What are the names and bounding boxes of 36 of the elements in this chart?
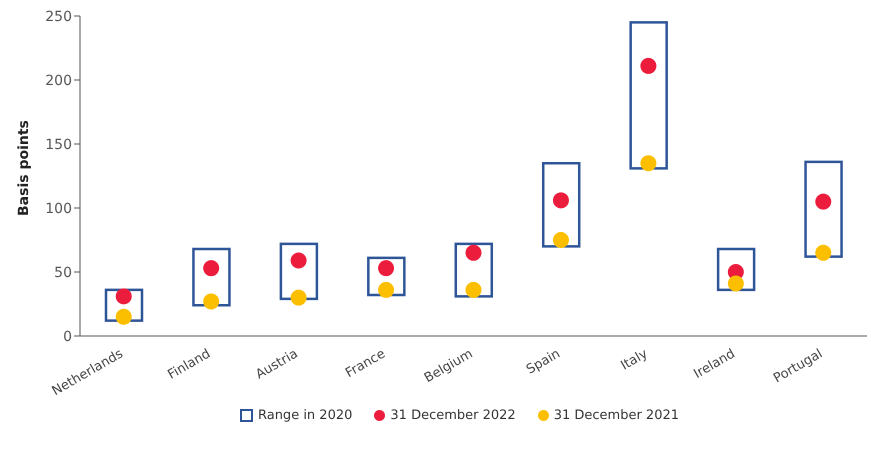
legend-label: 31 December 2021 [554, 408, 680, 423]
point [815, 194, 832, 210]
bar [804, 160, 843, 258]
y-tick-label: 200 [45, 72, 72, 89]
point [203, 293, 220, 310]
point [552, 192, 569, 208]
bar [192, 248, 231, 307]
point [466, 244, 482, 261]
point [116, 308, 132, 325]
point [203, 260, 220, 276]
point [116, 288, 132, 304]
y-tick-label: 50 [54, 264, 72, 281]
point [290, 290, 307, 306]
bar [716, 248, 756, 292]
point [552, 232, 569, 248]
bar [629, 21, 668, 170]
y-tick-label: 250 [45, 8, 72, 25]
point [640, 155, 656, 172]
y-tick-label: 0 [63, 328, 72, 345]
y-tick-label: 100 [45, 200, 72, 217]
point [728, 276, 744, 292]
x-tick-label: Italy [618, 346, 651, 374]
y-axis-title: Basis points [16, 120, 32, 216]
bar [454, 242, 494, 298]
legend-label: 31 December 2022 [390, 408, 516, 423]
point [466, 282, 482, 298]
point [640, 58, 656, 74]
bar [104, 288, 144, 322]
y-tick-label: 150 [45, 136, 72, 153]
bar [367, 256, 406, 296]
bar [542, 162, 580, 248]
point [815, 244, 832, 261]
bar [280, 242, 318, 300]
point [290, 252, 307, 268]
legend-label: Range in 2020 [258, 408, 352, 423]
point [378, 282, 394, 298]
